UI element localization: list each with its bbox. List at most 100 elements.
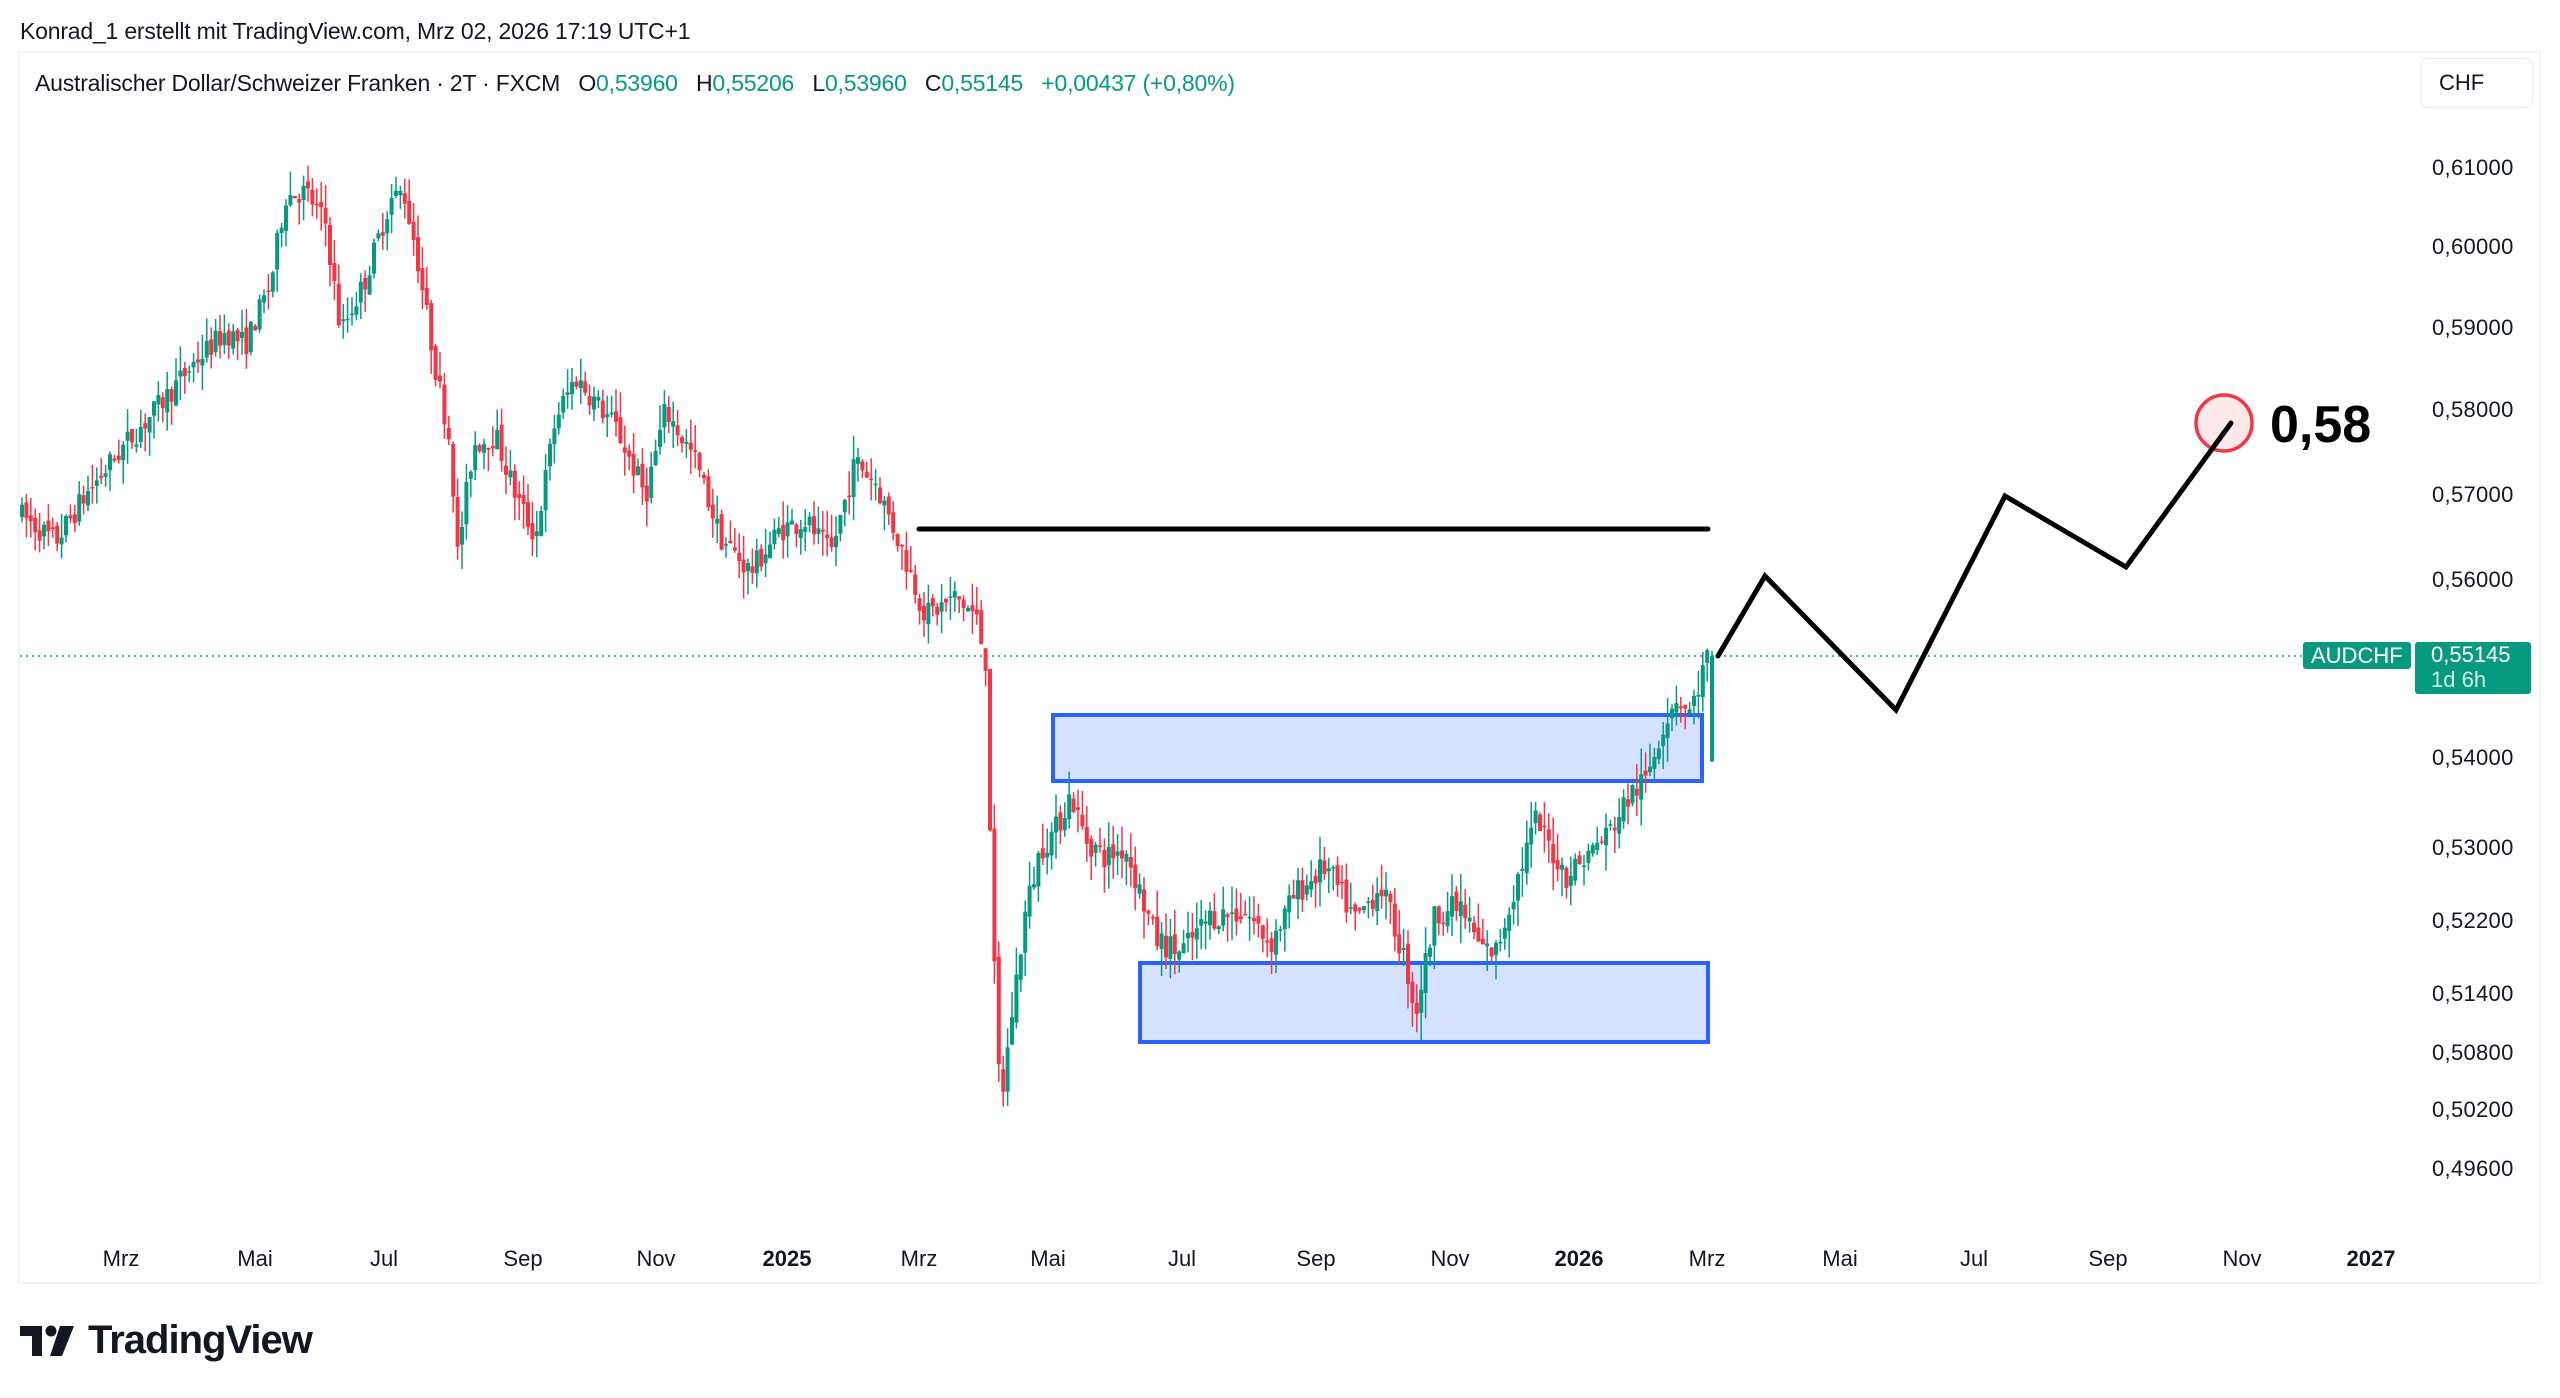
- candle-up: [358, 281, 363, 303]
- candle-up: [1199, 919, 1204, 926]
- candle-down: [728, 540, 733, 544]
- candle-up: [1710, 656, 1714, 762]
- candle-up: [776, 528, 781, 535]
- candle-down: [1269, 938, 1274, 952]
- candle-up: [165, 389, 170, 413]
- candle-up: [1617, 816, 1622, 834]
- price-tick-label: 0,59000: [2432, 315, 2514, 340]
- candle-down: [1388, 893, 1393, 903]
- candle-up: [1032, 884, 1036, 888]
- candle-up: [1529, 827, 1534, 845]
- candle-down: [50, 527, 55, 530]
- candle-up: [257, 299, 262, 330]
- candle-up: [1696, 694, 1701, 697]
- candle-up: [376, 233, 381, 239]
- candle-down: [517, 493, 522, 499]
- candle-down: [160, 397, 165, 408]
- candle-up: [1010, 1017, 1014, 1045]
- candle-up: [222, 333, 227, 346]
- candle-down: [1322, 860, 1327, 875]
- candle-down: [310, 189, 315, 205]
- candle-up: [134, 444, 139, 447]
- candle-up: [279, 227, 284, 233]
- candle-up: [345, 318, 350, 321]
- candle-down: [112, 458, 117, 461]
- candle-down: [499, 424, 504, 461]
- candle-down: [1300, 880, 1305, 900]
- time-tick-label: Nov: [2222, 1246, 2262, 1271]
- candle-down: [328, 224, 332, 266]
- candle-up: [174, 380, 178, 406]
- candle-up: [1027, 885, 1032, 917]
- candle-down: [1084, 826, 1089, 844]
- candle-down: [336, 283, 341, 326]
- candle-down: [1344, 879, 1349, 913]
- candle-down: [983, 648, 988, 671]
- candle-down: [812, 516, 816, 535]
- candle-down: [917, 598, 922, 611]
- candle-down: [490, 445, 495, 449]
- candle-up: [288, 195, 293, 206]
- candle-down: [697, 452, 702, 470]
- candle-down: [1546, 829, 1551, 841]
- candle-down: [1538, 814, 1542, 831]
- candle-up: [385, 219, 390, 234]
- candle-down: [1150, 916, 1155, 919]
- candle-up: [926, 602, 931, 625]
- candle-down: [143, 423, 148, 429]
- candle-down: [526, 502, 530, 527]
- candle-up: [152, 401, 156, 416]
- candle-down: [1155, 916, 1160, 947]
- candle-down: [1406, 943, 1410, 984]
- projection-path[interactable]: [1715, 420, 2234, 715]
- candle-down: [1238, 916, 1243, 920]
- price-tick-label: 0,58000: [2432, 397, 2514, 422]
- candle-up: [1366, 901, 1371, 903]
- candle-up: [1247, 916, 1252, 919]
- candle-down: [1089, 838, 1094, 857]
- candle-down: [627, 450, 632, 457]
- candle-down: [922, 605, 926, 621]
- candle-up: [240, 331, 244, 339]
- candle-down: [631, 453, 636, 476]
- currency-button[interactable]: CHF: [2420, 58, 2533, 108]
- candle-down: [169, 389, 174, 402]
- candle-down: [1120, 850, 1124, 859]
- candle-down: [319, 201, 324, 208]
- time-tick-label: Mai: [1030, 1246, 1066, 1271]
- candle-up: [772, 529, 777, 545]
- candle-down: [680, 437, 684, 444]
- candle-up: [1428, 947, 1432, 957]
- candle-up: [754, 550, 759, 574]
- candle-down: [829, 537, 834, 547]
- candle-down: [1133, 864, 1138, 889]
- candle-up: [1181, 943, 1186, 954]
- candle-down: [380, 232, 385, 236]
- time-tick-label: 2027: [2346, 1246, 2396, 1271]
- candle-up: [1670, 708, 1674, 719]
- candle-down: [600, 400, 605, 419]
- resistance-zone-upper[interactable]: [1051, 713, 1704, 783]
- candle-down: [1410, 981, 1415, 1003]
- candle-down: [913, 574, 918, 595]
- candle-down: [1379, 889, 1384, 897]
- candle-up: [1331, 866, 1336, 869]
- candle-up: [684, 441, 689, 444]
- candle-up: [966, 608, 970, 612]
- candle-down: [451, 443, 456, 497]
- last-price-value: 0,55145: [2431, 642, 2511, 667]
- candle-down: [1476, 927, 1481, 942]
- price-tick-label: 0,50800: [2432, 1040, 2514, 1065]
- tradingview-logo[interactable]: TradingView: [20, 1318, 313, 1363]
- target-circle-icon[interactable]: [2194, 393, 2254, 453]
- candle-up: [204, 340, 209, 358]
- candle-up: [94, 480, 99, 487]
- candle-down: [446, 428, 451, 440]
- candle-up: [482, 443, 486, 453]
- candle-up: [798, 529, 803, 538]
- candle-up: [495, 429, 500, 450]
- candle-down: [1190, 931, 1195, 938]
- candle-up: [1520, 868, 1525, 871]
- chart-frame[interactable]: [18, 51, 2541, 1284]
